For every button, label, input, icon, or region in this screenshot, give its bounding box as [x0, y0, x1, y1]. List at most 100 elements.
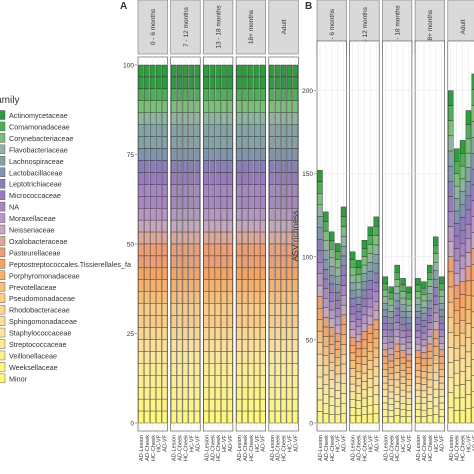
bar-segment	[138, 291, 144, 304]
bar-segment	[438, 376, 445, 384]
legend-item: Neisseriaceae	[0, 224, 55, 235]
bar-segment	[465, 181, 472, 196]
bar-segment	[274, 267, 281, 280]
bar-segment	[150, 279, 156, 292]
bar-segment	[406, 298, 412, 306]
bar-segment	[259, 291, 266, 304]
bar-segment	[254, 160, 260, 173]
bar-segment	[323, 211, 329, 222]
bar-segment	[248, 410, 254, 424]
bar-segment	[400, 330, 406, 338]
bar-segment	[209, 208, 215, 221]
bar-segment	[269, 112, 275, 125]
bar-segment	[221, 410, 227, 424]
bar-segment	[227, 148, 233, 161]
bar-segment	[215, 398, 221, 412]
bar-segment	[144, 148, 150, 161]
bar-segment	[221, 363, 227, 376]
bar-segment	[448, 392, 454, 409]
bar-segment	[203, 327, 210, 340]
bar-segment	[170, 279, 177, 292]
bar-segment	[248, 112, 254, 125]
bar-segment	[329, 362, 335, 372]
bar-segment	[427, 264, 433, 273]
facet-strip	[268, 0, 299, 55]
bar-segment	[155, 327, 162, 340]
bar-segment	[203, 88, 210, 101]
bar-segment	[161, 351, 168, 364]
bar-segment	[138, 160, 144, 173]
bar-segment	[280, 291, 287, 304]
bar-segment	[373, 338, 379, 349]
bar-segment	[176, 243, 183, 257]
bar-segment	[203, 219, 210, 233]
bar-segment	[323, 288, 329, 299]
bar-segment	[448, 377, 454, 393]
bar-segment	[421, 384, 427, 392]
bar-segment	[334, 373, 341, 383]
bar-segment	[182, 219, 189, 233]
bar-segment	[382, 369, 389, 377]
bar-segment	[209, 196, 215, 209]
bar-segment	[150, 243, 156, 257]
bar-segment	[254, 76, 260, 90]
bar-segment	[161, 303, 168, 316]
bar-segment	[227, 363, 233, 376]
bar	[438, 276, 445, 424]
bar-segment	[448, 301, 454, 318]
bar-segment	[433, 287, 439, 297]
bar-segment	[170, 410, 177, 424]
bar-segment	[188, 231, 195, 245]
bar-segment	[176, 184, 183, 197]
bar-segment	[340, 304, 347, 316]
bar-segment	[388, 360, 394, 368]
bar-segment	[150, 375, 156, 388]
bar-segment	[382, 356, 389, 364]
bar-segment	[274, 398, 281, 412]
bar-segment	[254, 243, 260, 257]
bar-segment	[400, 350, 406, 358]
bar	[144, 64, 150, 424]
bar-segment	[144, 172, 150, 185]
bar-segment	[459, 230, 466, 244]
bar-segment	[155, 410, 162, 424]
bar-segment	[459, 191, 466, 205]
bar-segment	[215, 196, 221, 209]
bar-segment	[215, 410, 221, 424]
bar-segment	[427, 300, 433, 309]
bar-segment	[448, 211, 454, 227]
bar-segment	[427, 394, 433, 402]
bar-segment	[280, 148, 287, 161]
bar-segment	[317, 216, 323, 228]
bar	[292, 64, 299, 424]
bar-segment	[394, 300, 400, 309]
bar-segment	[236, 279, 242, 292]
bar-segment	[433, 397, 439, 407]
bar-segment	[138, 219, 144, 233]
bar-segment	[334, 308, 341, 318]
bar-segment	[373, 385, 379, 396]
bar-segment	[406, 323, 412, 331]
bar-segment	[438, 303, 445, 311]
bar-segment	[280, 327, 287, 340]
bar	[221, 64, 227, 424]
bar-segment	[340, 344, 347, 355]
bar-segment	[329, 292, 335, 302]
bar-segment	[215, 363, 221, 376]
bar-segment	[280, 219, 287, 233]
bar-segment	[355, 341, 362, 350]
bar-segment	[286, 172, 293, 185]
legend-label: Pseudomonadaceae	[9, 294, 75, 303]
bar-segment	[227, 231, 233, 245]
bar-segment	[170, 255, 177, 269]
bar-segment	[400, 376, 406, 384]
bar-segment	[188, 279, 195, 292]
bar-segment	[373, 235, 379, 246]
bar-segment	[269, 387, 275, 400]
bar-segment	[415, 396, 421, 404]
bar-segment	[144, 112, 150, 125]
bar-segment	[188, 339, 195, 352]
bar-segment	[292, 291, 299, 304]
legend-swatch	[0, 293, 6, 303]
bar-segment	[459, 255, 466, 270]
